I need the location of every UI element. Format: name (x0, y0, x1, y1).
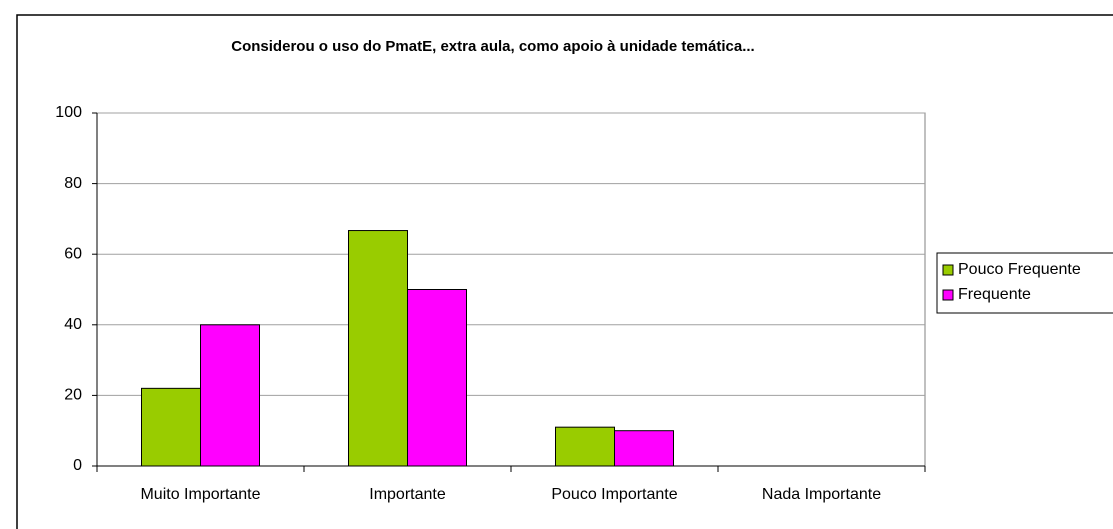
x-tick-label: Muito Importante (140, 486, 260, 503)
x-tick-label: Importante (369, 486, 446, 503)
bar (614, 430, 674, 467)
legend-swatch (942, 264, 954, 276)
bar (348, 230, 408, 467)
y-tick-label: 40 (64, 316, 82, 333)
bar (141, 387, 201, 467)
legend-label: Pouco Frequente (958, 261, 1081, 278)
chart-title: Considerou o uso do PmatE, extra aula, c… (231, 38, 754, 55)
y-tick-label: 100 (55, 104, 82, 121)
y-tick-label: 0 (73, 457, 82, 474)
x-tick-label: Pouco Importante (551, 486, 677, 503)
y-tick-label: 80 (64, 175, 82, 192)
legend-label: Frequente (958, 286, 1031, 303)
bar (407, 289, 467, 467)
y-tick-label: 20 (64, 387, 82, 404)
legend-box (936, 252, 1113, 314)
bar (200, 324, 260, 467)
legend-swatch (942, 289, 954, 301)
y-tick-label: 60 (64, 245, 82, 262)
bar (555, 426, 615, 467)
x-tick-label: Nada Importante (762, 486, 881, 503)
